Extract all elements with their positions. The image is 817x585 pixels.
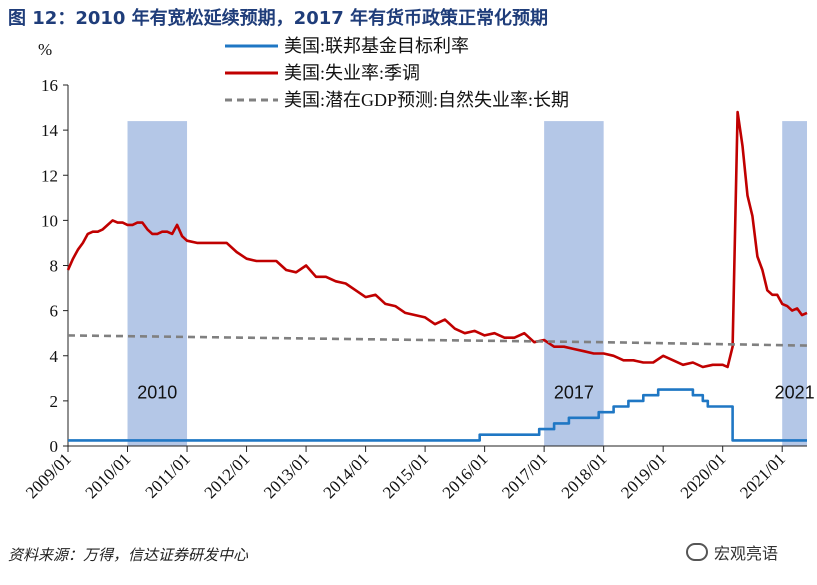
shaded-period-2017 [544,121,604,446]
x-tick-label-2015/01: 2015/01 [379,449,432,502]
shaded-period-labels: 2010 2017 2021 [137,383,814,403]
x-tick-label-2009/01: 2009/01 [22,449,75,502]
x-tick-label-2011/01: 2011/01 [141,449,193,501]
series-line-2 [67,334,808,347]
y-tick-label-8: 8 [50,257,59,276]
y-tick-label-12: 12 [41,166,58,185]
y-axis-label: % [38,40,52,59]
series-line-1 [66,110,808,369]
shaded-periods [127,121,807,446]
x-tick-label-2014/01: 2014/01 [320,449,373,502]
y-tick-label-6: 6 [50,302,59,321]
wechat-icon [686,543,708,561]
x-tick-label-2012/01: 2012/01 [201,449,254,502]
watermark: 宏观亮语 [686,540,778,564]
y-tick-label-14: 14 [41,121,59,140]
y-tick-label-10: 10 [41,211,58,230]
x-tick-label-2013/01: 2013/01 [260,449,313,502]
shaded-period-label-2017: 2017 [554,383,594,403]
y-tick-label-16: 16 [41,76,58,95]
watermark-text: 宏观亮语 [714,544,779,563]
y-tick-label-4: 4 [50,347,59,366]
x-tick-label-2010/01: 2010/01 [82,449,135,502]
source-note: 资料来源：万得，信达证券研发中心 [8,546,249,564]
shaded-period-2021 [782,121,807,446]
x-tick-label-2019/01: 2019/01 [617,449,670,502]
legend-label-1: 美国:失业率:季调 [284,63,420,83]
y-tick-label-2: 2 [50,392,59,411]
chart-title: 图 12：2010 年有宽松延续预期，2017 年有货币政策正常化预期 [8,8,549,29]
shaded-period-2010 [127,121,188,446]
chart-canvas: 0 2 4 6 8 10 12 14 16% 2009/01 2010/01 2011/01 2012/… [22,36,815,502]
y-tick-label-0: 0 [50,437,59,456]
series-line-0 [68,388,807,442]
shaded-period-label-2021: 2021 [775,383,815,403]
shaded-period-label-2010: 2010 [137,383,177,403]
legend-label-2: 美国:潜在GDP预测:自然失业率:长期 [284,90,569,110]
x-tick-label-2021/01: 2021/01 [736,449,789,502]
x-tick-label-2020/01: 2020/01 [677,449,730,502]
x-tick-label-2018/01: 2018/01 [558,449,611,502]
legend-label-0: 美国:联邦基金目标利率 [284,36,469,56]
x-tick-label-2017/01: 2017/01 [498,449,551,502]
x-tick-label-2016/01: 2016/01 [439,449,492,502]
chart-series [66,110,808,442]
